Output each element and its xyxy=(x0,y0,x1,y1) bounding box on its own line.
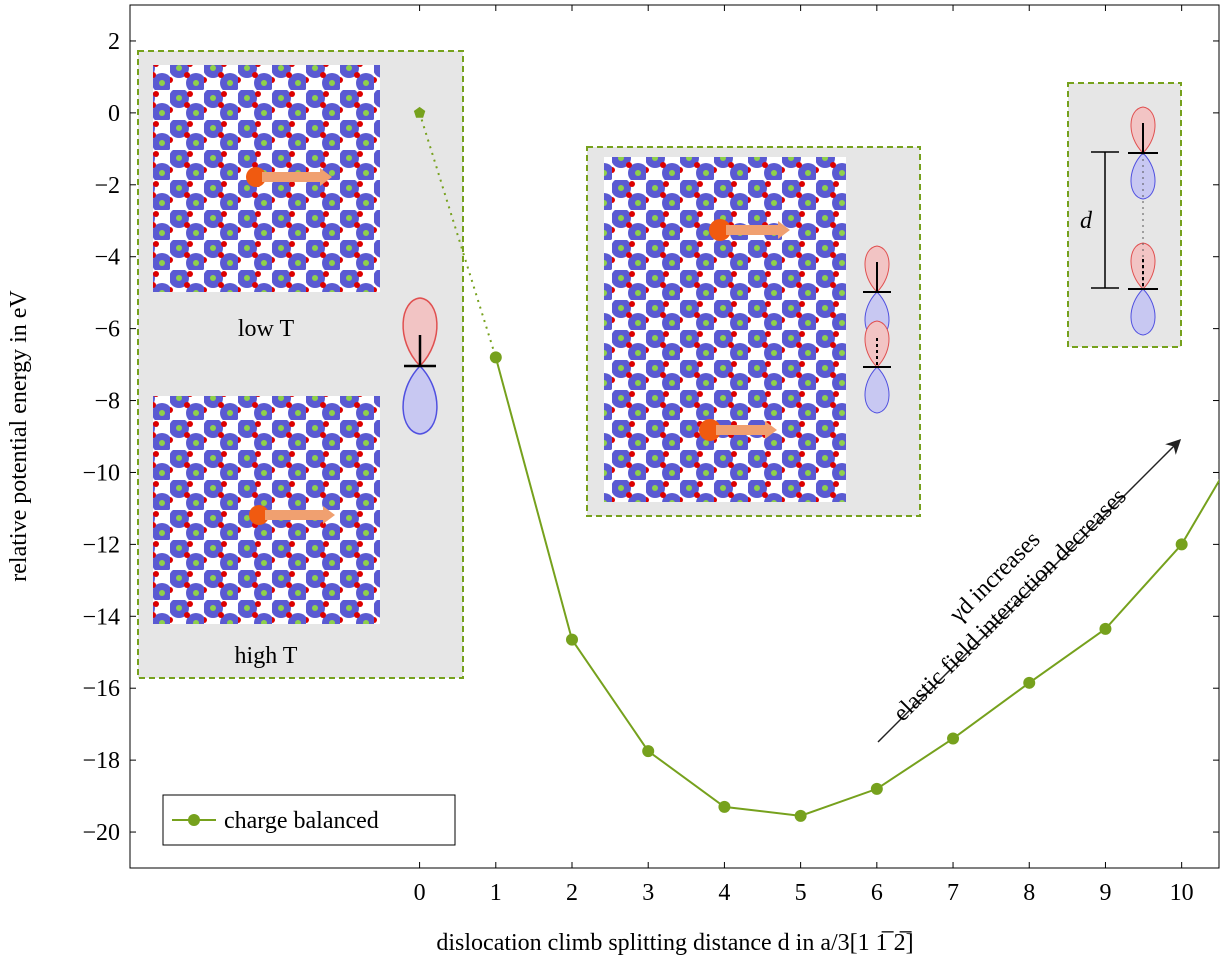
y-tick-label: −4 xyxy=(94,245,120,271)
point xyxy=(1023,677,1035,689)
y-tick-label: −20 xyxy=(82,820,120,846)
x-tick-label: 10 xyxy=(1170,880,1194,906)
legend-marker xyxy=(188,814,200,826)
point xyxy=(566,634,578,646)
point xyxy=(718,801,730,813)
x-tick-label: 7 xyxy=(947,880,959,906)
chart: low T high T d γd increases elastic fiel… xyxy=(0,0,1221,965)
y-tick-label: −2 xyxy=(94,173,120,199)
x-tick-label: 5 xyxy=(795,880,807,906)
point xyxy=(1099,623,1111,635)
legend: charge balanced xyxy=(163,795,455,845)
y-tick-label: −6 xyxy=(94,317,120,343)
y-tick-label: −14 xyxy=(82,604,120,630)
point xyxy=(947,733,959,745)
y-tick-label: −16 xyxy=(82,676,120,702)
point xyxy=(871,783,883,795)
inset-label: low T xyxy=(238,316,295,342)
point xyxy=(1176,538,1188,550)
x-tick-label: 1 xyxy=(490,880,502,906)
y-tick-label: −18 xyxy=(82,748,120,774)
y-tick-label: −8 xyxy=(94,389,120,415)
point xyxy=(795,810,807,822)
x-tick-label: 9 xyxy=(1099,880,1111,906)
point xyxy=(490,351,502,363)
inset-label: high T xyxy=(235,643,298,669)
legend-label: charge balanced xyxy=(224,808,379,834)
x-tick-label: 0 xyxy=(414,880,426,906)
inset-middle xyxy=(587,147,920,516)
x-tick-label: 2 xyxy=(566,880,578,906)
inset-right: d xyxy=(1068,83,1181,347)
annotation: elastic field interaction decreases xyxy=(888,483,1131,726)
x-tick-label: 4 xyxy=(718,880,730,906)
x-tick-label: 6 xyxy=(871,880,883,906)
inset-label: d xyxy=(1080,208,1093,234)
x-tick-label: 8 xyxy=(1023,880,1035,906)
x-axis-label: dislocation climb splitting distance d i… xyxy=(436,930,913,956)
y-axis-label: relative potential energy in eV xyxy=(6,290,32,582)
y-tick-label: 2 xyxy=(108,29,120,55)
y-tick-label: 0 xyxy=(108,101,120,127)
y-tick-label: −10 xyxy=(82,460,120,486)
y-tick-label: −12 xyxy=(82,532,120,558)
x-tick-label: 3 xyxy=(642,880,654,906)
inset-left: low T high T xyxy=(138,51,463,678)
point xyxy=(642,745,654,757)
